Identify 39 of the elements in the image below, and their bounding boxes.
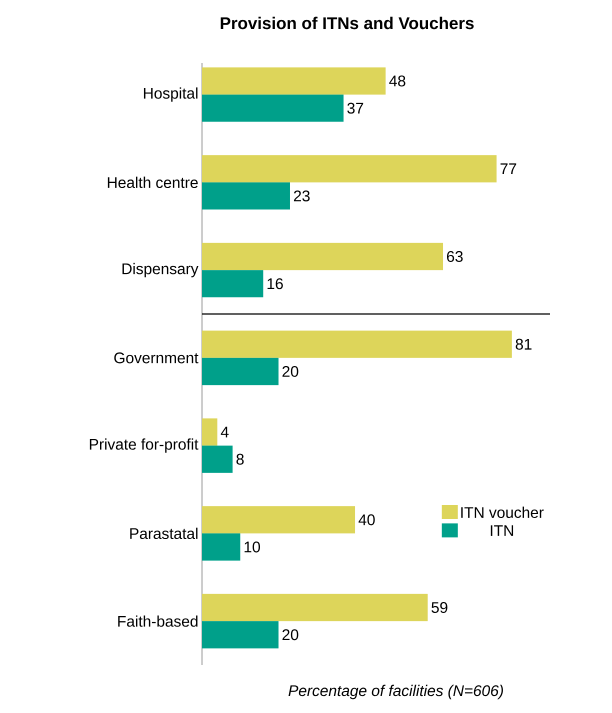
y-tick-label: Health centre: [108, 176, 198, 188]
data-label: 77: [500, 163, 516, 174]
bar: [202, 594, 428, 622]
y-tick-label: Dispensary: [122, 262, 198, 278]
chart-title: Provision of ITNs and Vouchers: [220, 16, 474, 30]
bar: [202, 242, 444, 270]
data-label: 16: [268, 278, 283, 290]
bar: [202, 155, 497, 182]
bar: [202, 270, 264, 298]
data-label: 59: [432, 602, 448, 613]
data-label: 20: [282, 629, 298, 640]
bar: [202, 330, 512, 358]
bar: [202, 94, 344, 122]
data-label: 8: [236, 454, 244, 465]
y-tick-label: Faith-based: [118, 615, 198, 627]
bar: [202, 182, 290, 210]
y-tick-label: Private for-profit: [90, 438, 198, 453]
bar: [202, 446, 233, 473]
legend-label: ITN: [490, 525, 514, 536]
data-label: 10: [244, 542, 260, 552]
bar: [202, 506, 356, 534]
y-tick-label: Parastatal: [130, 528, 198, 540]
data-label: 4: [220, 426, 229, 438]
bar: [202, 358, 279, 386]
data-label: 37: [347, 102, 364, 114]
legend-label: ITN voucher: [461, 506, 544, 518]
y-tick-label: Government: [114, 352, 198, 364]
data-label: 81: [516, 338, 532, 350]
bar: [202, 533, 240, 561]
bar: [202, 418, 218, 446]
data-label: 48: [389, 76, 406, 86]
data-label: 20: [282, 366, 298, 377]
y-tick-label: Hospital: [144, 87, 198, 102]
data-label: 40: [358, 514, 375, 526]
data-label: 63: [446, 251, 463, 262]
data-label: 23: [294, 190, 310, 202]
bar: [202, 621, 279, 648]
bar: [202, 67, 386, 95]
x-axis-title: Percentage of facilities (N=606): [288, 684, 503, 700]
